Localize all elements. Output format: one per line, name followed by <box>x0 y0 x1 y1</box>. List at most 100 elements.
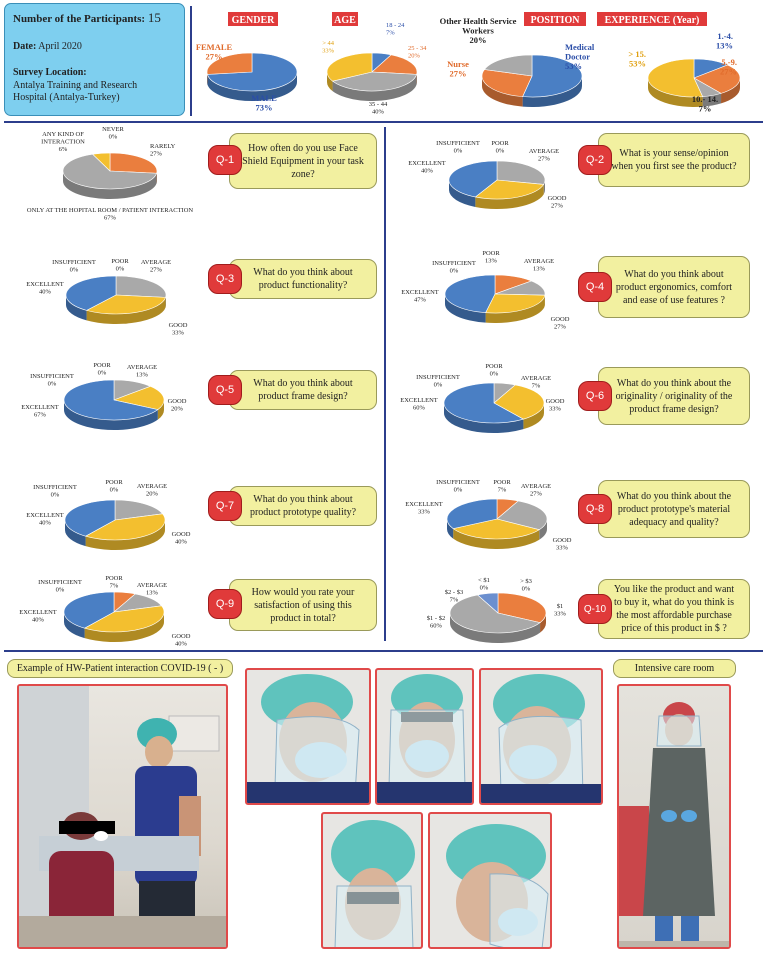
pie-wall-gender-0 <box>207 72 297 102</box>
pie-label-line-q8-0-0: POOR <box>493 479 511 486</box>
charts-layer: GENDER AGE POSITION EXPERIENCE (Year) MA… <box>19 12 741 648</box>
pie-wall-q2-1 <box>543 180 545 195</box>
pie-label-line-q5-0-1: 0% <box>98 370 107 377</box>
pie-label-line-q3-2-0: GOOD <box>169 322 188 329</box>
pie-wall-q7-3 <box>65 520 86 547</box>
gender-header: GENDER <box>228 12 278 26</box>
pie-label-line-q6-1-1: 7% <box>532 383 541 390</box>
pie-label-q4-4: INSUFFICIENT 0% <box>432 260 476 275</box>
pie-label-q10-4: $2 - $3 7% <box>445 589 463 604</box>
pie-label-gender-0: MALE 73% <box>251 93 277 113</box>
pie-label-line-q9-1-0: AVERAGE <box>137 582 167 589</box>
question-1-text: How often do you use Face Shield Equipme… <box>242 142 364 180</box>
pie-label-line-q9-3-1: 40% <box>32 617 45 624</box>
pie-label-line-gender-1-1: 27% <box>206 52 223 62</box>
pie-slice-age-3 <box>326 52 373 82</box>
pie-slice-q2-1 <box>496 160 546 185</box>
question-7-text: What do you think about product prototyp… <box>249 494 357 518</box>
pie-label-age-3: > 44 33% <box>322 40 335 55</box>
pie-label-q1-1: RARELY 27% <box>150 143 176 158</box>
pie-label-q9-3: EXCELLENT 40% <box>19 609 57 624</box>
photo-face-shield-front <box>375 668 474 805</box>
question-2-badge-label: Q-2 <box>585 154 605 166</box>
participants-label: Number of the Participants: <box>13 13 146 25</box>
photo-face-shield-top <box>321 812 423 949</box>
pie-label-line-q4-1-0: AVERAGE <box>524 258 554 265</box>
photo-intensive-care-art <box>619 702 729 947</box>
question-4-box: What do you think about product ergonomi… <box>598 256 750 318</box>
pie-wall-position-1 <box>482 76 523 107</box>
pie-label-line-q1-2-0: ONLY AT THE HOPITAL ROOM / PATIENT INTER… <box>27 207 194 214</box>
pie-slice-q9-3 <box>63 591 115 629</box>
pie-wall-experience-3 <box>648 78 703 108</box>
pie-label-line-q5-4-1: 0% <box>48 381 57 388</box>
pie-label-line-q8-4-0: INSUFFICIENT <box>436 479 480 486</box>
question-7-badge: Q-7 <box>208 491 242 521</box>
pie-label-line-q6-0-1: 0% <box>490 371 499 378</box>
pie-label-q1-3: ANY KIND OF INTERACTION 6% <box>41 131 85 153</box>
pie-label-line-q4-2-1: 27% <box>554 324 567 331</box>
pie-label-line-q2-4-0: INSUFFICIENT <box>436 140 480 147</box>
pie-label-q10-0: < $1 0% <box>478 577 490 592</box>
age-header: AGE <box>332 12 358 26</box>
pie-label-line-q7-1-0: AVERAGE <box>137 483 167 490</box>
question-1-badge: Q-1 <box>208 145 242 175</box>
pie-slice-q10-3 <box>449 594 541 634</box>
pie-label-line-q2-1-1: 27% <box>538 156 551 163</box>
pie-label-line-q5-4-0: INSUFFICIENT <box>30 373 74 380</box>
pie-label-line-q10-1-0: > $3 <box>520 578 532 585</box>
location-line-1: Antalya Training and Research <box>13 79 138 91</box>
pie-label-line-q1-0-1: 0% <box>109 134 118 141</box>
survey-info-box: Number of the Participants: 15 Date: Apr… <box>4 3 185 116</box>
pie-label-line-q3-3-1: 40% <box>39 289 52 296</box>
question-9-badge: Q-9 <box>208 589 242 619</box>
question-4-badge-label: Q-4 <box>585 281 605 293</box>
pie-label-line-q9-4-0: INSUFFICIENT <box>38 579 82 586</box>
photo-face-shield-side-left <box>245 668 371 805</box>
pie-label-line-q2-4-1: 0% <box>454 148 463 155</box>
experience-header: EXPERIENCE (Year) <box>597 12 707 26</box>
pie-label-q6-1: AVERAGE 7% <box>521 375 551 390</box>
pie-label-line-q6-4-1: 0% <box>434 382 443 389</box>
photo-face-shield-front-art <box>377 674 472 803</box>
pie-slice-q7-3 <box>64 499 116 537</box>
question-1-badge-label: Q-1 <box>215 154 235 166</box>
pie-label-line-q5-2-0: GOOD <box>168 398 187 405</box>
pie-slice-gender-1 <box>206 52 253 75</box>
pie-label-q7-1: AVERAGE 20% <box>137 483 167 498</box>
caption-intensive-care: Intensive care room <box>613 659 736 678</box>
pie-label-line-q4-0-0: POOR <box>482 250 500 257</box>
column-divider <box>384 127 386 641</box>
pie-label-line-position-1-0: Nurse <box>447 59 469 69</box>
pie-label-line-q9-2-0: GOOD <box>172 633 191 640</box>
pie-label-line-q9-0-1: 7% <box>110 583 119 590</box>
pie-wall-q3-2 <box>86 297 166 324</box>
pie-label-line-q7-3-0: EXCELLENT <box>26 512 64 519</box>
pie-label-line-q4-4-0: INSUFFICIENT <box>432 260 476 267</box>
pie-label-q10-1: > $3 0% <box>520 578 532 593</box>
pie-label-line-q7-0-1: 0% <box>110 487 119 494</box>
pie-wall-q3-3 <box>66 295 87 321</box>
pie-label-line-q10-3-0: $1 - $2 <box>427 615 445 622</box>
pie-slice-q2-2 <box>474 179 545 200</box>
question-4-text: What do you think about product ergonomi… <box>615 268 733 306</box>
pie-wall-q8-3 <box>447 519 454 539</box>
pie-wall-q4-3 <box>444 294 486 323</box>
pie-wall-q7-2 <box>85 520 165 551</box>
pie-wall-q10-3 <box>450 613 541 644</box>
question-8-badge: Q-8 <box>578 494 612 524</box>
question-5-box: What do you think about product frame de… <box>229 370 377 410</box>
pie-label-experience-1: 5.-9. 27% <box>720 57 737 77</box>
pie-label-position-2: Other Health Service Workers 20% <box>440 16 517 45</box>
question-7-badge-label: Q-7 <box>215 500 235 512</box>
pie-label-line-q7-0-0: POOR <box>105 479 123 486</box>
pie-label-line-q1-1-1: 27% <box>150 151 163 158</box>
photo-face-shield-back-art <box>446 824 549 947</box>
pie-label-line-experience-3-1: 53% <box>629 59 646 69</box>
position-header-text: POSITION <box>531 15 581 26</box>
pie-label-line-q6-1-0: AVERAGE <box>521 375 551 382</box>
pie-wall-q10-2 <box>540 613 546 633</box>
question-6-badge-label: Q-6 <box>585 390 605 402</box>
pie-slice-q7-1 <box>114 499 164 521</box>
